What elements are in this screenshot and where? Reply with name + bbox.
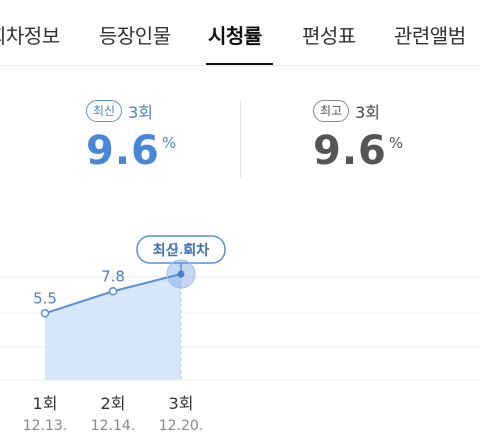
- latest-badge: 최신: [86, 100, 123, 122]
- x-label-episode-2: 2회: [101, 394, 126, 413]
- latest-episode-callout: 최신 회차: [136, 235, 226, 264]
- value-label-1: 5.5: [33, 289, 57, 307]
- callout-box: [136, 235, 226, 264]
- data-point-3: [177, 270, 185, 278]
- value-label-3: 9.6: [169, 240, 193, 258]
- best-badge: 최고: [313, 100, 350, 122]
- tab-schedule[interactable]: 편성표: [302, 24, 356, 48]
- data-point-2: [108, 287, 118, 296]
- data-point-1: [40, 309, 50, 318]
- tab-bar: 회차정보 등장인물 시청률 편성표 관련앨범: [0, 0, 480, 66]
- latest-rating: 최신 3회 9.6%: [86, 98, 286, 188]
- best-rating: 최고 3회 9.6%: [313, 98, 480, 188]
- best-unit: %: [388, 134, 405, 152]
- latest-unit: %: [161, 134, 178, 152]
- chart-area: [45, 274, 181, 380]
- stats-divider: [240, 100, 241, 178]
- x-label-date-1: 12.13.: [23, 418, 68, 434]
- value-label-2: 7.8: [101, 267, 125, 285]
- tab-ratings[interactable]: 시청률: [208, 24, 262, 48]
- callout-text: 최신 회차: [153, 243, 210, 259]
- best-value: 9.6: [313, 128, 387, 174]
- x-label-episode-3: 3회: [169, 394, 194, 413]
- latest-value-wrap: 9.6%: [86, 128, 177, 174]
- ratings-chart: 최신 회차 5.5 1회 12.13. 7.8 2회 12.14. 9.6 3회 12.20.: [0, 235, 480, 434]
- x-label-date-2: 12.14.: [91, 418, 136, 434]
- chart-marks: 5.5 1회 12.13. 7.8 2회 12.14. 9.6 3회 12.20.: [23, 240, 204, 434]
- latest-value: 9.6: [86, 128, 160, 174]
- tab-related-albums[interactable]: 관련앨범: [394, 24, 466, 48]
- latest-round: 3회: [128, 103, 153, 122]
- best-round: 3회: [355, 103, 380, 122]
- x-label-date-3: 12.20.: [159, 418, 204, 434]
- tab-characters[interactable]: 등장인물: [99, 24, 171, 48]
- active-tab-indicator: [206, 63, 273, 65]
- best-value-wrap: 9.6%: [313, 128, 404, 174]
- tab-episode-info[interactable]: 회차정보: [0, 24, 60, 48]
- x-label-episode-1: 1회: [33, 394, 58, 413]
